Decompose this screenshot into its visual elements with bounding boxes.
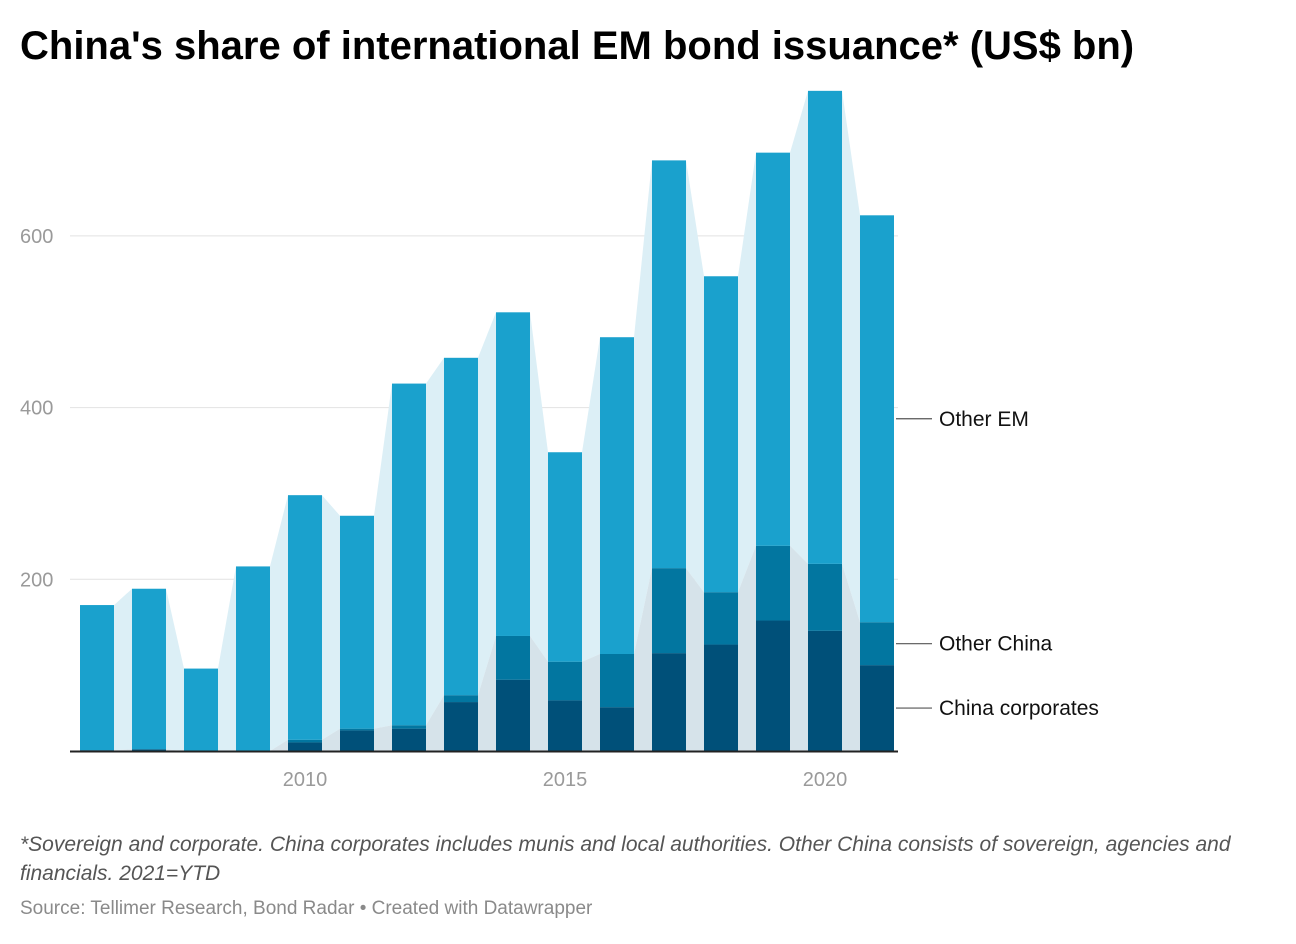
x-tick-label-2020: 2020 [803, 769, 848, 791]
bar-china-corporates-2011 [340, 730, 374, 751]
bar-china-corporates-2012 [392, 728, 426, 751]
chart-title: China's share of international EM bond i… [20, 24, 1135, 68]
bar-other-china-2016 [600, 653, 634, 708]
bar-china-corporates-2016 [600, 707, 634, 751]
bar-other-em-2012 [392, 383, 426, 726]
stacked-bar-chart: 2010 2015 2020 200 400 600 China corporates O… [20, 90, 1099, 791]
bar-other-em-2017 [652, 160, 686, 569]
bar-other-em-2008 [184, 668, 218, 751]
bar-china-corporates-2018 [704, 644, 738, 751]
bar-china-corporates-2019 [756, 620, 790, 751]
series-label-other-em: Other EM [939, 408, 1029, 431]
bar-china-corporates-2020 [808, 630, 842, 751]
x-axis-ticks: 2010 2015 2020 [283, 769, 848, 791]
bar-other-china-2010 [288, 739, 322, 743]
bar-other-china-2018 [704, 592, 738, 645]
bar-other-em-2014 [496, 312, 530, 636]
x-tick-label-2010: 2010 [283, 769, 328, 791]
bar-china-corporates-2013 [444, 702, 478, 751]
bar-other-em-2019 [756, 152, 790, 546]
bar-other-em-2020 [808, 90, 842, 564]
bar-other-china-2011 [340, 728, 374, 731]
bars [80, 90, 894, 751]
bar-china-corporates-2010 [288, 742, 322, 751]
bar-other-em-2021 [860, 215, 894, 623]
y-tick-label-200: 200 [20, 569, 53, 591]
area-china [80, 545, 894, 751]
bar-other-china-2015 [548, 661, 582, 701]
bar-other-china-2014 [496, 635, 530, 680]
footnote: *Sovereign and corporate. China corporat… [20, 833, 1231, 885]
bar-other-china-2013 [444, 695, 478, 703]
bar-other-em-2006 [80, 605, 114, 751]
series-label-other-china: Other China [939, 633, 1053, 656]
bar-other-em-2016 [600, 337, 634, 654]
bar-other-em-2009 [236, 566, 270, 751]
bar-other-em-2011 [340, 515, 374, 729]
bar-other-china-2012 [392, 725, 426, 729]
bar-china-corporates-2021 [860, 665, 894, 751]
x-tick-label-2015: 2015 [543, 769, 588, 791]
bar-other-china-2021 [860, 622, 894, 666]
bar-china-corporates-2014 [496, 679, 530, 751]
bar-other-em-2018 [704, 276, 738, 593]
bar-other-em-2007 [132, 588, 166, 750]
connecting-areas [80, 90, 894, 751]
y-tick-label-600: 600 [20, 226, 53, 248]
series-label-china-corporates: China corporates [939, 697, 1099, 720]
y-tick-label-400: 400 [20, 398, 53, 420]
y-axis-ticks: 200 400 600 [20, 226, 53, 591]
bar-other-china-2020 [808, 563, 842, 631]
bar-china-corporates-2017 [652, 653, 686, 751]
bar-other-em-2013 [444, 357, 478, 696]
bar-china-corporates-2007 [132, 749, 166, 751]
bar-china-corporates-2015 [548, 700, 582, 751]
area-other-em [80, 90, 894, 751]
source-line: Source: Tellimer Research, Bond Radar • … [20, 898, 593, 919]
bar-other-em-2010 [288, 495, 322, 740]
bar-other-china-2019 [756, 545, 790, 621]
bar-other-china-2017 [652, 568, 686, 654]
bar-other-em-2015 [548, 452, 582, 662]
series-labels: China corporates Other China Other EM [896, 408, 1099, 720]
